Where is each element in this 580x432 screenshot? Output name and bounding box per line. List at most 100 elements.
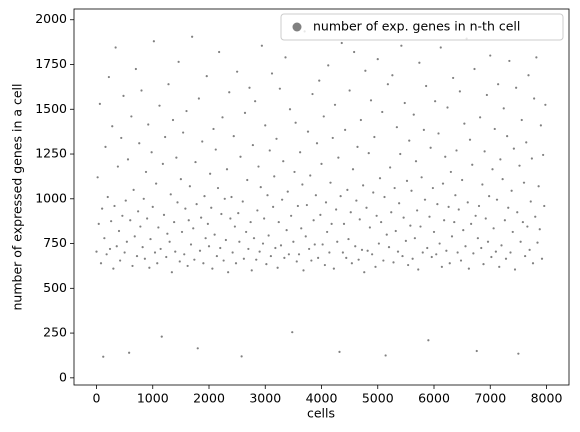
point [206,222,209,225]
point [138,142,141,145]
point [151,205,154,208]
point [320,162,323,165]
point [285,229,288,232]
point [459,259,463,262]
point [221,116,224,119]
point [508,59,511,63]
point [187,219,190,222]
x-tick-label: 6000 [418,391,450,406]
point [306,130,310,133]
point [425,84,428,88]
point [525,141,528,144]
point [537,185,540,188]
x-tick-label: 1000 [137,391,169,406]
point [240,355,243,358]
point [336,240,339,243]
point [311,92,314,96]
point [449,170,452,174]
point [354,245,357,248]
point [394,229,397,233]
point [126,158,130,161]
point [344,128,347,131]
point [236,70,239,73]
point [420,176,423,179]
point [142,197,145,200]
point [167,83,170,86]
point [233,225,236,228]
point [501,177,504,181]
point [351,168,355,171]
point [291,331,294,334]
point [518,164,521,167]
point [456,251,459,254]
point [276,266,279,269]
point [321,243,324,246]
point [373,135,376,139]
point [186,264,189,268]
point [248,86,251,89]
point [413,237,416,240]
x-tick-label: 7000 [474,391,506,406]
point [516,211,519,214]
point [117,229,121,233]
point [542,153,545,157]
point [498,265,501,268]
point [471,163,474,166]
point [504,257,508,260]
point [432,230,436,234]
point [183,253,186,256]
point [359,118,362,122]
point [363,271,366,274]
x-tick-label: 3000 [249,391,281,406]
point [245,230,248,234]
point [434,100,437,103]
point [367,152,370,155]
point [464,245,467,248]
point [485,93,488,97]
point [164,135,167,139]
point [372,191,375,194]
point [229,217,232,220]
y-tick-label: 1250 [35,146,67,161]
point [376,58,379,61]
point [178,260,181,263]
point [313,243,316,246]
point [249,220,252,224]
point [267,234,270,237]
point [302,269,305,272]
point [476,237,479,240]
point [176,201,179,204]
point [111,125,114,128]
point [490,255,493,259]
point [467,267,470,270]
point [173,220,176,224]
point [493,127,496,131]
point [357,258,360,261]
point [522,181,526,184]
point [202,262,205,265]
point [95,250,98,253]
point [430,255,433,259]
point [215,254,218,258]
point [475,349,478,353]
point [329,181,332,184]
point [511,230,514,234]
point [497,83,500,86]
point [468,138,472,141]
point [281,198,284,201]
point [113,204,116,208]
point [149,237,152,241]
point [220,212,223,216]
point [260,44,263,47]
point [203,195,206,198]
point [366,249,369,252]
point [349,211,352,214]
point [124,199,127,202]
point [345,256,348,259]
point [450,235,454,238]
point [426,246,429,250]
point [170,271,173,274]
point [131,264,134,268]
point [238,240,241,243]
